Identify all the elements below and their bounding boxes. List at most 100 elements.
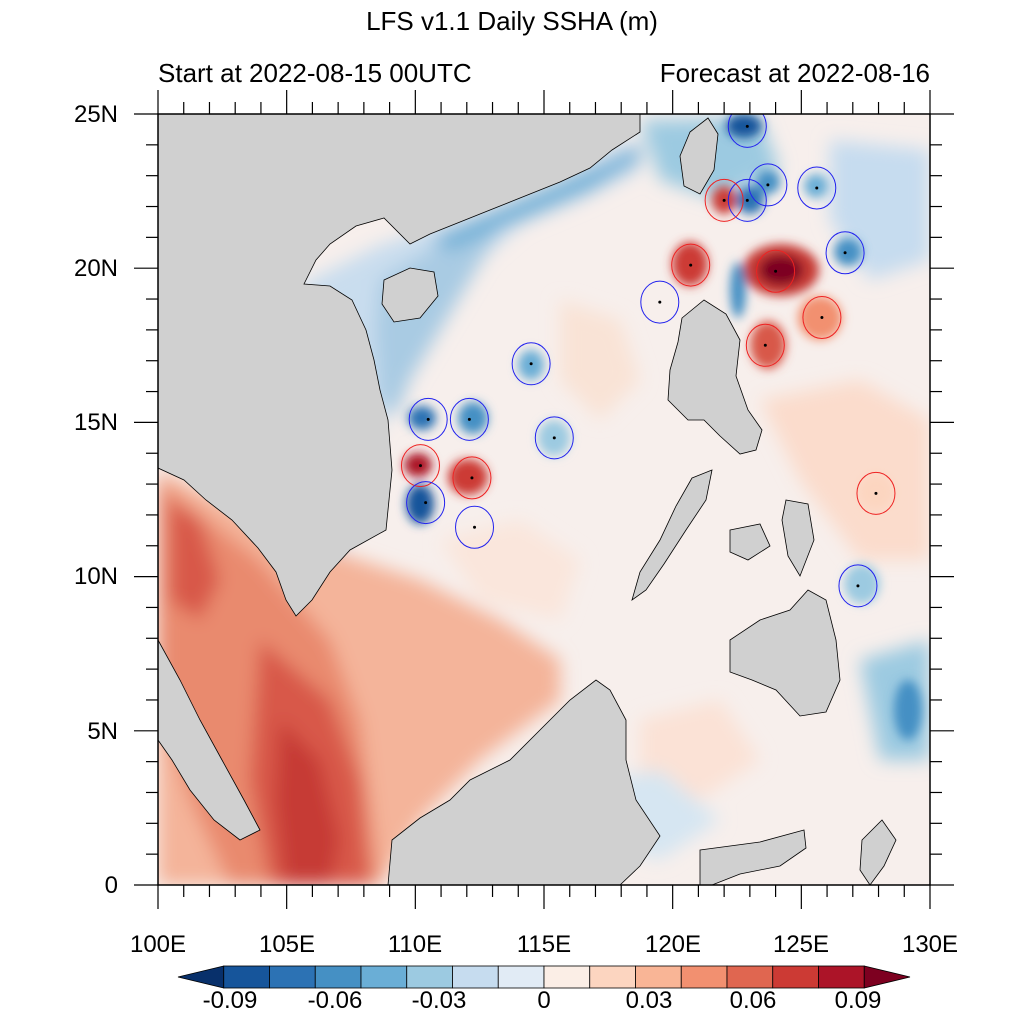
eddy-center	[820, 316, 824, 320]
eddy-center	[766, 183, 770, 187]
lon-tick-label: 110E	[388, 931, 442, 958]
colorbar-swatch	[360, 965, 408, 989]
axis-ticks	[134, 90, 954, 909]
lon-tick-label: 100E	[130, 931, 186, 958]
land-sulawesi	[699, 829, 807, 885]
eddy-center	[529, 362, 533, 366]
colorbar-swatch	[223, 965, 270, 989]
forecast-time-label: Forecast at 2022-08-16	[659, 58, 930, 88]
lat-tick-label: 25N	[74, 101, 118, 128]
colorbar	[177, 965, 911, 989]
anticyclonic-eddy-contour	[802, 296, 842, 340]
eddy-center	[658, 300, 662, 304]
lat-tick-label: 5N	[87, 718, 118, 745]
colorbar-labels: -0.09 -0.06 -0.03 0 0.03 0.06 0.09	[203, 987, 882, 1014]
colorbar-swatch	[726, 965, 774, 989]
lat-tick-label: 0	[105, 872, 118, 899]
start-time-label: Start at 2022-08-15 00UTC	[158, 58, 472, 88]
eddy-center	[722, 198, 726, 202]
eddy-center	[426, 417, 430, 421]
eddy-center	[418, 464, 422, 468]
anticyclonic-eddy-contour	[452, 456, 492, 500]
lat-tick-label: 10N	[74, 563, 118, 590]
anticyclonic-eddy-contour	[671, 243, 711, 287]
eddy-center	[470, 476, 474, 480]
colorbar-label: 0.09	[835, 987, 882, 1014]
cyclonic-eddy-contour	[748, 163, 788, 207]
eddy-center	[843, 251, 847, 255]
colorbar-swatch	[177, 965, 225, 989]
cyclonic-eddy-contour	[408, 397, 448, 441]
eddy-center	[745, 124, 749, 128]
eddy-center	[467, 417, 471, 421]
eddy-center	[424, 501, 428, 505]
land-halmahera	[859, 819, 897, 885]
cyclonic-eddy-contour	[406, 481, 446, 525]
colorbar-swatch	[269, 965, 316, 989]
cyclonic-eddy-contour	[534, 416, 574, 460]
colorbar-swatch	[452, 965, 499, 989]
eddy-center	[774, 269, 778, 273]
map-title: LFS v1.1 Daily SSHA (m)	[366, 6, 658, 36]
land-mindanao	[729, 589, 841, 717]
eddy-center	[815, 186, 819, 190]
cyclonic-eddy-contour	[449, 397, 489, 441]
cyclonic-eddy-contour	[825, 231, 865, 275]
land-taiwan	[679, 117, 719, 195]
lat-tick-label: 15N	[74, 409, 118, 436]
land	[158, 114, 897, 885]
anticyclonic-eddy-contour	[756, 249, 796, 293]
colorbar-swatch	[406, 965, 453, 989]
land-borneo	[387, 679, 661, 885]
land-hainan	[381, 267, 439, 323]
anticyclonic-eddy-contour	[704, 178, 744, 222]
lat-tick-label: 20N	[74, 255, 118, 282]
cyclonic-eddy-contour	[511, 342, 551, 386]
colorbar-swatch	[589, 965, 636, 989]
eddy-center	[473, 525, 477, 529]
anticyclonic-eddy-contour	[400, 444, 440, 488]
eddy-center	[874, 491, 878, 495]
colorbar-swatch	[863, 965, 911, 989]
colorbar-swatch	[497, 965, 545, 989]
colorbar-swatch	[818, 965, 865, 989]
anticyclonic-eddy-contour	[856, 471, 896, 515]
lon-tick-label: 120E	[645, 931, 701, 958]
colorbar-label: -0.09	[203, 987, 258, 1014]
colorbar-label: 0	[537, 987, 550, 1014]
colorbar-label: 0.06	[730, 987, 777, 1014]
land-asia-mainland	[158, 114, 641, 617]
eddy-center	[552, 436, 556, 440]
cyclonic-eddy-contour	[455, 505, 495, 549]
eddy-center	[763, 343, 767, 347]
colorbar-swatch	[772, 965, 819, 989]
land-palawan	[631, 469, 713, 601]
lon-tick-label: 115E	[517, 931, 571, 958]
colorbar-label: -0.06	[308, 987, 363, 1014]
land-sumatra-malaya	[158, 639, 261, 841]
cyclonic-eddy-contour	[640, 280, 680, 324]
colorbar-swatch	[543, 965, 591, 989]
colorbar-label: 0.03	[626, 987, 673, 1014]
cyclonic-eddy-contour	[727, 178, 767, 222]
cyclonic-eddy-contour	[797, 166, 837, 210]
land-visayas	[729, 499, 815, 577]
eddy-markers	[400, 114, 896, 608]
eddy-center	[856, 584, 860, 588]
cyclonic-eddy-contour	[727, 114, 767, 148]
land-luzon	[667, 299, 763, 455]
anticyclonic-eddy-contour	[745, 323, 785, 367]
colorbar-label: -0.03	[412, 987, 467, 1014]
plot-area	[158, 114, 930, 885]
lon-tick-labels: 100E 105E 110E 115E 120E 125E 130E	[130, 931, 958, 958]
eddy-center	[745, 198, 749, 202]
lon-tick-label: 130E	[902, 931, 958, 958]
lat-tick-labels: 25N 20N 15N 10N 5N 0	[74, 101, 118, 899]
colorbar-swatch	[680, 965, 728, 989]
colorbar-swatch	[314, 965, 362, 989]
eddy-center	[689, 263, 693, 267]
cyclonic-eddy-contour	[838, 564, 878, 608]
lon-tick-label: 125E	[773, 931, 829, 958]
colorbar-swatch	[635, 965, 682, 989]
